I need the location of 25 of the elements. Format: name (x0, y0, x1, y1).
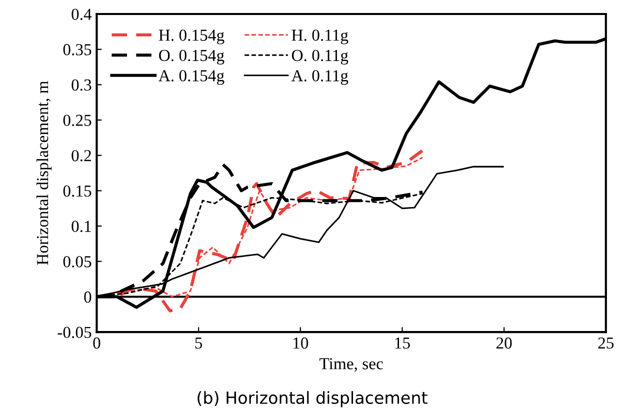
y-tick-label: 0.3 (72, 79, 92, 91)
y-tick-label: 0.4 (72, 8, 92, 20)
x-tick-label: 25 (598, 337, 614, 349)
x-tick-label: 5 (195, 338, 202, 349)
y-tick-label: 0.05 (63, 256, 92, 268)
text: (b) Horizontal displacement (198, 391, 428, 408)
legend-label: A. 0.154g (158, 70, 224, 85)
y-tick-label: 0.35 (63, 44, 92, 56)
y-tick-label: 0.25 (63, 114, 92, 126)
y-tick-label: -0.05 (58, 326, 92, 338)
y-tick-label: 0.2 (72, 150, 91, 162)
x-tick-label: 15 (395, 337, 410, 349)
legend-label: A. 0.11g (291, 70, 348, 85)
y-tick-label: 0.15 (63, 185, 92, 197)
y-tick-label: 0.1 (72, 220, 91, 232)
y-tick-label: 0 (84, 291, 92, 303)
legend-label: H. 0.154g (158, 30, 224, 44)
legend-label: O. 0.154g (159, 50, 224, 65)
legend-label: H. 0.11g (292, 30, 348, 44)
x-tick-label: 10 (294, 337, 308, 349)
x-axis-title: Time, sec (320, 358, 383, 372)
legend-label: O. 0.11g (292, 50, 348, 65)
x-tick-label: 20 (496, 337, 512, 349)
y-axis-title: Horizontal displacement, m (36, 80, 52, 265)
x-tick-label: 0 (93, 337, 100, 349)
